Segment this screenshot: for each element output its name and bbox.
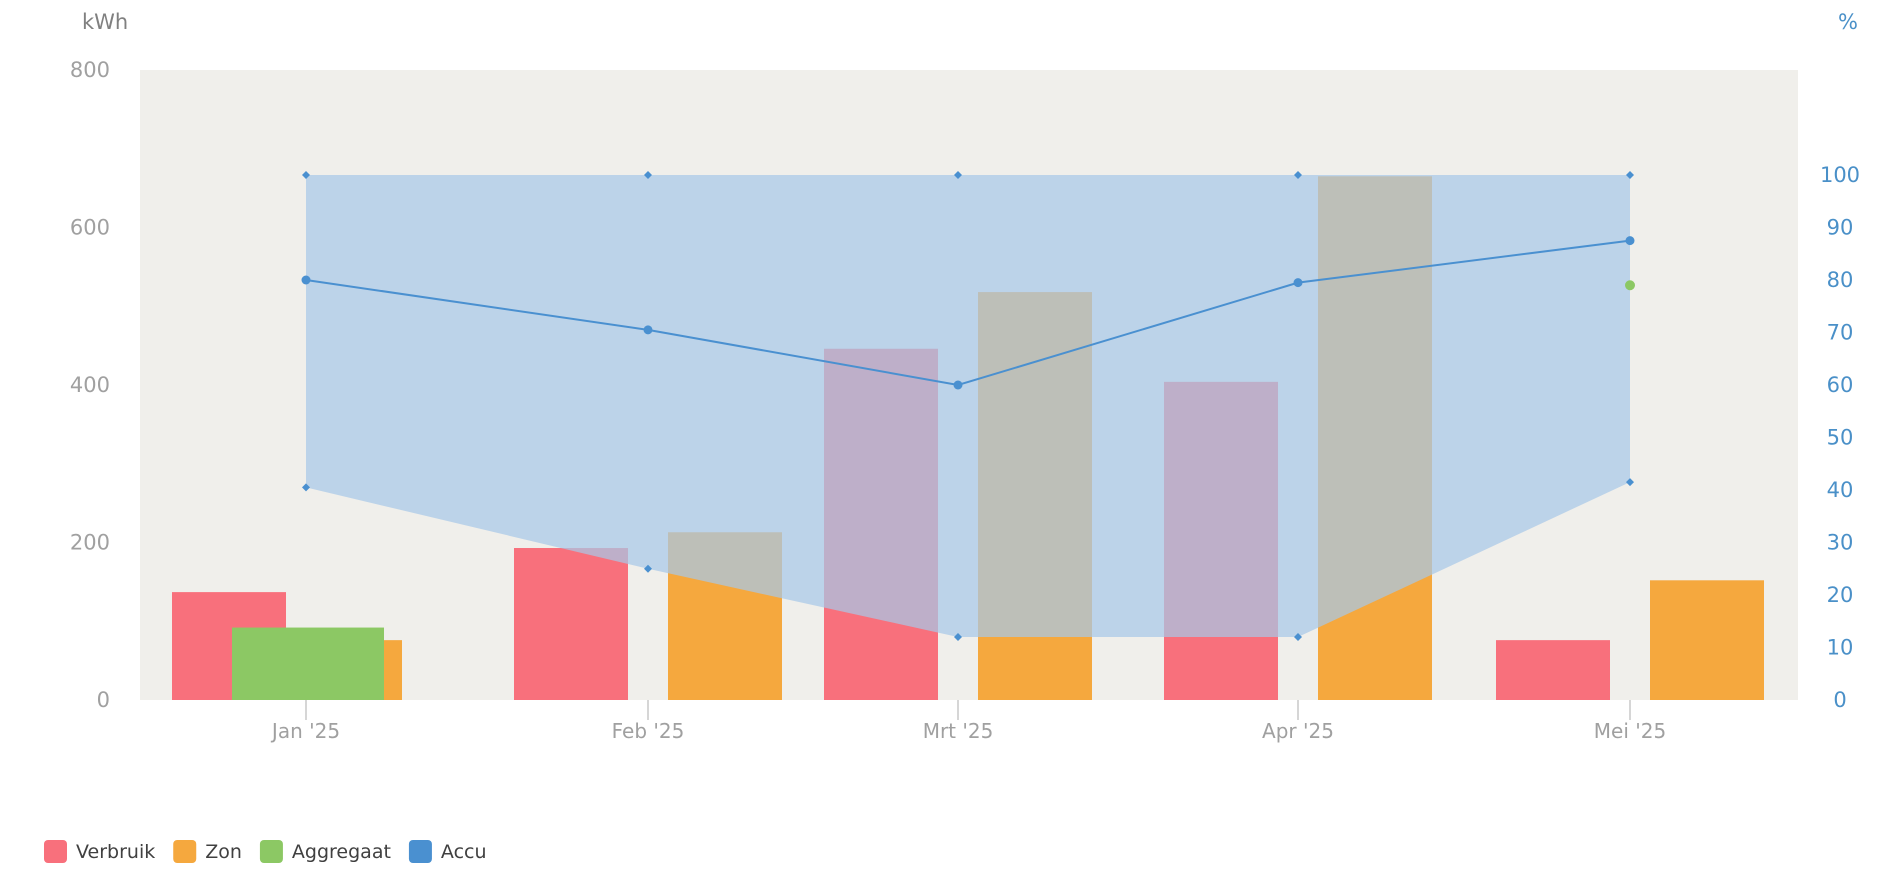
accu-point-2 (953, 380, 963, 390)
bar-aggregaat-0 (232, 627, 384, 700)
legend-label-zon[interactable]: Zon (205, 841, 242, 863)
accu-point-3 (1293, 278, 1303, 288)
right-tick-label: 20 (1827, 583, 1854, 607)
accu-min-marker-0 (302, 483, 310, 492)
accu-range-area (306, 175, 1630, 637)
right-tick-label: 30 (1827, 531, 1854, 555)
legend-label-verbruik[interactable]: Verbruik (76, 841, 155, 863)
x-tick-label: Apr '25 (1262, 719, 1334, 743)
accu-max-marker-1 (644, 171, 652, 179)
accu-min-marker-1 (644, 564, 652, 573)
accu-line-layer (301, 236, 1635, 390)
right-tick-label: 50 (1827, 426, 1854, 450)
legend-swatch-zon[interactable] (173, 840, 197, 863)
left-tick-label: 400 (70, 373, 110, 397)
left-tick-label: 800 (70, 58, 110, 82)
accu-min-marker-4 (1626, 478, 1634, 487)
legend: Verbruik Zon Aggregaat Accu (44, 840, 487, 863)
bar-verbruik-4 (1496, 640, 1610, 700)
bar-zon-4 (1650, 580, 1764, 700)
legend-swatch-aggregaat[interactable] (259, 840, 283, 863)
legend-swatch-accu[interactable] (408, 840, 432, 863)
accu-min-marker-2 (954, 633, 962, 641)
right-tick-label: 100 (1820, 163, 1860, 187)
right-axis-unit: % (1838, 10, 1858, 34)
right-tick-label: 10 (1827, 636, 1854, 660)
left-tick-label: 200 (70, 531, 110, 555)
extra-green-point (1625, 280, 1635, 291)
right-tick-label: 80 (1827, 268, 1854, 292)
legend-swatch-verbruik[interactable] (44, 840, 67, 863)
right-tick-label: 70 (1827, 321, 1854, 345)
right-tick-label: 0 (1833, 688, 1846, 712)
left-axis-unit: kWh (82, 10, 128, 34)
right-tick-label: 40 (1827, 478, 1854, 502)
accu-max-marker-2 (954, 171, 962, 179)
accu-max-marker-4 (1626, 171, 1634, 179)
left-tick-label: 0 (97, 688, 110, 712)
legend-label-aggregaat[interactable]: Aggregaat (292, 841, 391, 863)
legend-label-accu[interactable]: Accu (441, 841, 487, 863)
accu-point-0 (301, 275, 311, 285)
bar-verbruik-1 (514, 548, 628, 700)
x-tick-label: Mrt '25 (923, 719, 994, 743)
left-tick-label: 600 (70, 216, 110, 240)
accu-min-marker-3 (1294, 633, 1302, 641)
x-tick-label: Feb '25 (612, 719, 685, 743)
right-tick-label: 90 (1827, 216, 1854, 240)
accu-max-marker-0 (302, 171, 310, 179)
accu-point-1 (643, 325, 653, 335)
right-tick-label: 60 (1827, 373, 1854, 397)
x-tick-label: Jan '25 (270, 719, 340, 743)
axes-layer: kWh % 0 200 400 600 800 0 10 20 30 40 50 60 70 80 90 10… (70, 10, 1860, 743)
accu-max-marker-3 (1294, 171, 1302, 179)
x-tick-label: Mei '25 (1594, 719, 1666, 743)
accu-range-layer (302, 171, 1634, 641)
accu-point-4 (1625, 236, 1635, 246)
